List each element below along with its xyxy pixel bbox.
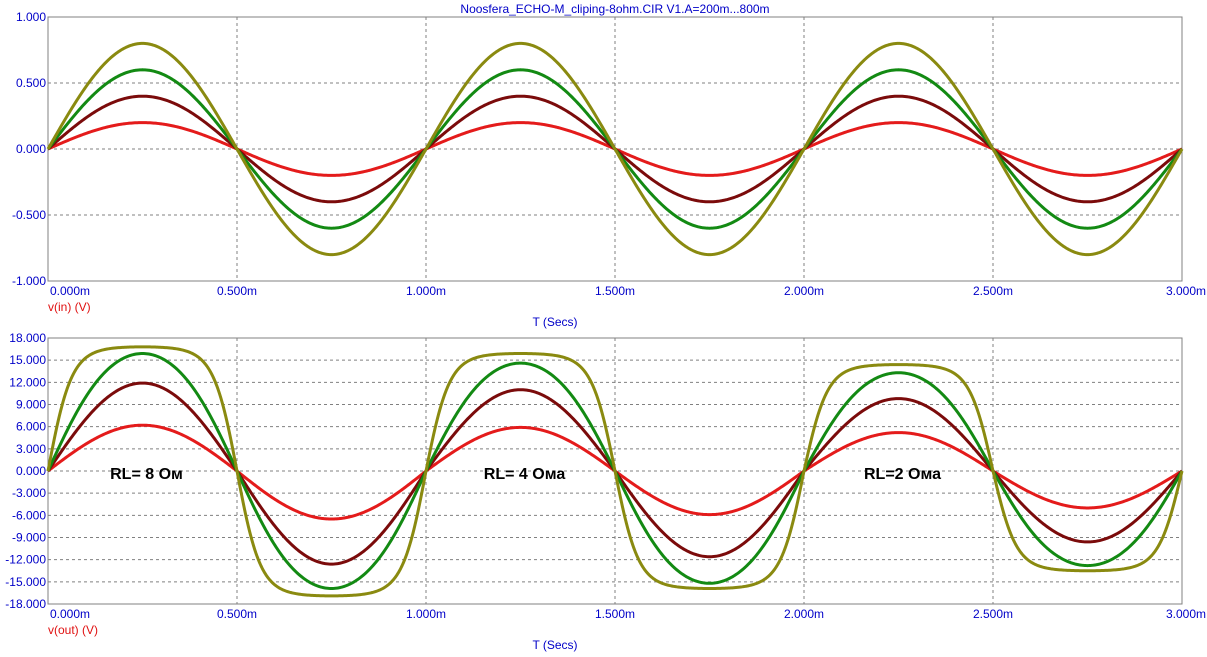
y-tick-label: 3.000 [16,442,46,456]
load-annotation: RL=2 Ома [864,466,941,483]
x-tick-label: 0.000m [50,284,90,298]
x-tick-label: 3.000m [1166,284,1206,298]
y-tick-label: -1.000 [12,274,46,288]
chart-title: Noosfera_ECHO-M_cliping-8ohm.CIR V1.A=20… [460,2,769,16]
y-tick-label: -3.000 [12,486,46,500]
load-annotation: RL= 4 Ома [484,466,566,483]
y-tick-label: 1.000 [16,10,46,24]
y-tick-label: -9.000 [12,531,46,545]
y-tick-label: 18.000 [9,331,46,345]
y-tick-label: 0.000 [16,464,46,478]
series-line-4 [46,41,1184,257]
y-tick-label: 9.000 [16,398,46,412]
x-tick-label: 2.000m [784,284,824,298]
input-voltage-panel: 0.000m 0.500m 1.000m 1.500m 2.000m 2.500m 3.00… [12,10,1206,298]
x-tick-label: 1.000m [406,284,446,298]
y-tick-label: -15.000 [5,575,46,589]
y-tick-label: 12.000 [9,375,46,389]
x-tick-label: 1.500m [595,607,635,621]
x-tick-label: 0.500m [217,607,257,621]
input-xlabel: T (Secs) [532,315,577,329]
x-tick-label: 0.000m [50,607,90,621]
input-ylabel: v(in) (V) [48,300,91,314]
y-tick-label: 6.000 [16,420,46,434]
load-annotation: RL= 8 Ом [110,466,183,483]
y-tick-label: -18.000 [5,597,46,611]
y-tick-label: 0.000 [16,142,46,156]
y-tick-label: 15.000 [9,353,46,367]
x-tick-label: 1.000m [406,607,446,621]
output-voltage-panel: 0.000m 0.500m 1.000m 1.500m 2.000m 2.500m 3.00… [5,331,1206,621]
x-tick-label: 2.500m [973,284,1013,298]
series-line-4 [46,345,1184,598]
y-tick-label: 0.500 [16,76,46,90]
x-tick-label: 3.000m [1166,607,1206,621]
output-xlabel: T (Secs) [532,638,577,652]
y-tick-label: -0.500 [12,208,46,222]
x-tick-label: 1.500m [595,284,635,298]
x-tick-label: 0.500m [217,284,257,298]
y-tick-label: -6.000 [12,508,46,522]
x-tick-label: 2.000m [784,607,824,621]
x-tick-label: 2.500m [973,607,1013,621]
output-ylabel: v(out) (V) [48,623,98,637]
y-tick-label: -12.000 [5,553,46,567]
